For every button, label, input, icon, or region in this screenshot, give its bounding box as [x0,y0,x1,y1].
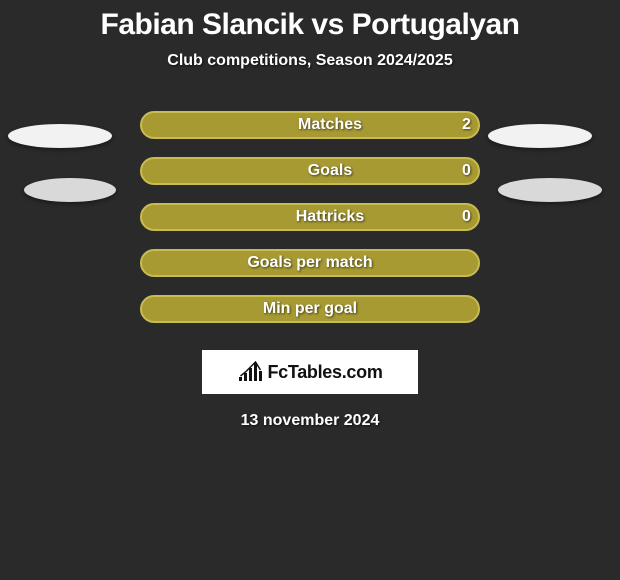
stat-value: 0 [462,162,471,180]
decorative-ellipse [8,124,112,148]
stat-label: Min per goal [263,300,357,318]
subtitle: Club competitions, Season 2024/2025 [0,52,620,70]
stat-value: 2 [462,116,471,134]
date-text: 13 november 2024 [0,412,620,430]
stat-bar: Hattricks [140,203,480,231]
stat-row: Goals per match [0,240,620,286]
page-title: Fabian Slancik vs Portugalyan [0,0,620,42]
stat-row: Hattricks 0 [0,194,620,240]
stat-label: Goals [308,162,352,180]
logo-inner: FcTables.com [237,361,382,383]
decorative-ellipse [488,124,592,148]
stat-label: Goals per match [247,254,372,272]
stat-bar: Goals per match [140,249,480,277]
stat-bar: Matches [140,111,480,139]
stat-row: Min per goal [0,286,620,332]
decorative-ellipse [498,178,602,202]
decorative-ellipse [24,178,116,202]
stat-label: Matches [298,116,362,134]
stat-bar: Goals [140,157,480,185]
logo-box: FcTables.com [202,350,418,394]
bars-icon [237,361,263,383]
stat-value: 0 [462,208,471,226]
stat-bar: Min per goal [140,295,480,323]
logo-text: FcTables.com [267,362,382,383]
stat-label: Hattricks [296,208,364,226]
